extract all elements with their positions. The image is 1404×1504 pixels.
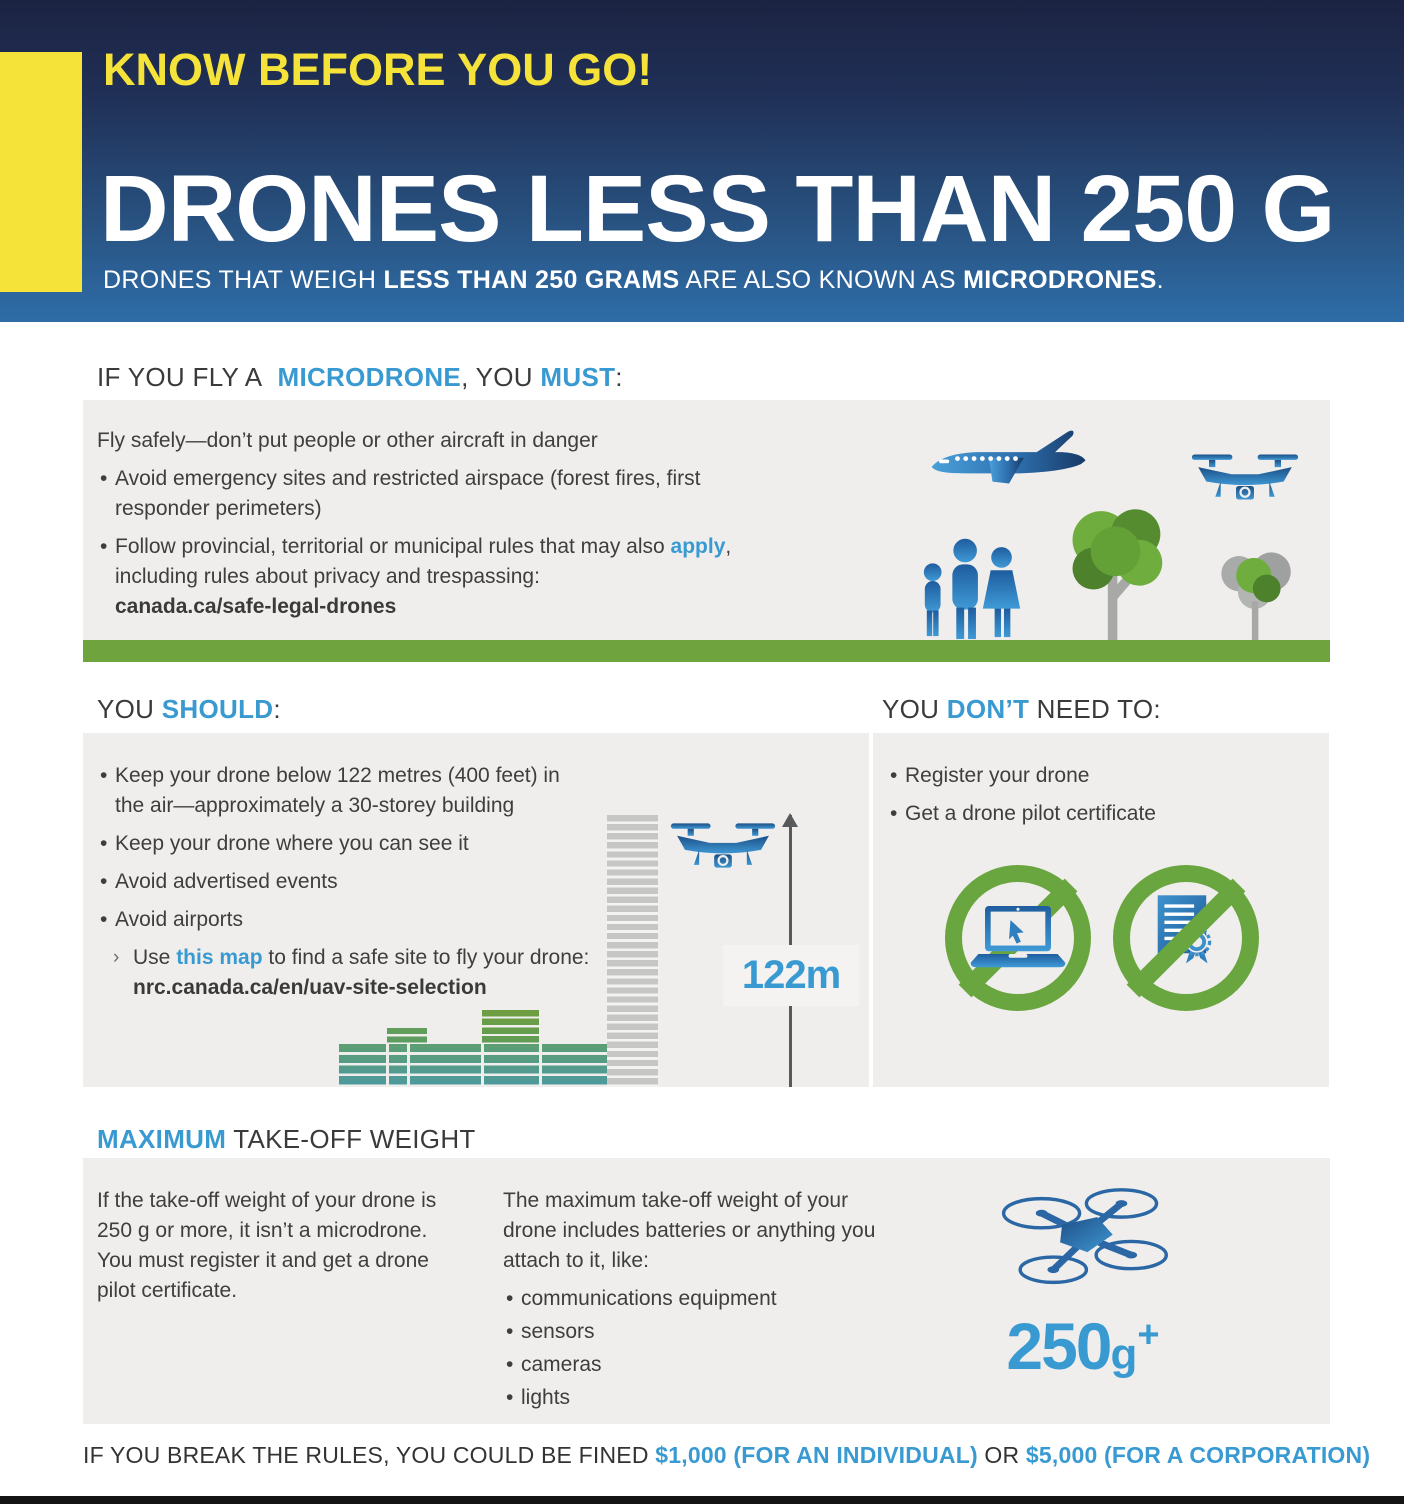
prohibition-icons bbox=[945, 865, 1259, 1011]
dont-bullet-register: Register your drone bbox=[887, 761, 1307, 791]
heading-part: IF YOU FLY A bbox=[97, 362, 278, 392]
subtitle-part: DRONES THAT WEIGH bbox=[103, 266, 384, 294]
should-text-block: Keep your drone below 122 metres (400 fe… bbox=[97, 761, 589, 1011]
no-certificate-icon bbox=[1113, 865, 1259, 1011]
skyline-gap bbox=[386, 1044, 389, 1087]
heading-part: : bbox=[615, 362, 623, 392]
must-section-heading: IF YOU FLY A MICRODRONE, YOU MUST: bbox=[97, 362, 623, 393]
subtitle-part-bold: LESS THAN 250 GRAMS bbox=[383, 266, 680, 294]
skyline-tower-icon bbox=[482, 1010, 539, 1044]
prohibition-ring bbox=[945, 865, 1091, 1011]
subbullet-text: Use bbox=[133, 946, 177, 969]
skyline-tower-icon bbox=[387, 1028, 427, 1044]
weight-bullet-list: communications equipment sensors cameras… bbox=[503, 1284, 878, 1413]
airplane-icon bbox=[931, 430, 1086, 484]
should-section-heading: YOU SHOULD: bbox=[97, 694, 281, 725]
should-bullet-visibility: Keep your drone where you can see it bbox=[97, 829, 577, 859]
skyline-gap bbox=[539, 1044, 542, 1087]
heading-part-dont: DON’T bbox=[946, 694, 1030, 724]
footer-fine-individual: $1,000 (FOR AN INDIVIDUAL) bbox=[655, 1442, 978, 1468]
fine-print-line: IF YOU BREAK THE RULES, YOU COULD BE FIN… bbox=[83, 1442, 1370, 1469]
weight-plus: + bbox=[1137, 1314, 1160, 1356]
subbullet-text: to find a safe site to fly your drone: bbox=[262, 946, 590, 969]
must-panel: Fly safely—don’t put people or other air… bbox=[83, 400, 1330, 662]
heading-part-maximum: MAXIMUM bbox=[97, 1124, 227, 1154]
should-bullet-altitude: Keep your drone below 122 metres (400 fe… bbox=[97, 761, 577, 821]
weight-right-text: The maximum take-off weight of your dron… bbox=[503, 1186, 878, 1416]
dont-panel: Register your drone Get a drone pilot ce… bbox=[873, 733, 1329, 1087]
heading-part: YOU bbox=[97, 694, 162, 724]
heading-part-microdrone: MICRODRONE bbox=[277, 362, 462, 392]
next-section-edge bbox=[0, 1496, 1404, 1504]
this-map-link[interactable]: this map bbox=[176, 946, 263, 969]
tower-building-icon bbox=[607, 815, 658, 1087]
camera-drone-icon bbox=[670, 823, 776, 868]
grass-strip bbox=[83, 640, 1330, 662]
bullet-text: , including rules about privacy and tres… bbox=[115, 535, 732, 588]
skyline-gap bbox=[481, 1044, 484, 1087]
heading-part: : bbox=[273, 694, 281, 724]
weight-bullet-cameras: cameras bbox=[503, 1350, 878, 1380]
subtitle-part: ARE ALSO KNOWN AS bbox=[679, 266, 964, 294]
heading-part: YOU bbox=[882, 694, 947, 724]
quadcopter-icon bbox=[1001, 1188, 1168, 1285]
must-text-block: Fly safely—don’t put people or other air… bbox=[97, 426, 737, 630]
camera-drone-icon bbox=[1191, 454, 1299, 500]
header-banner: KNOW BEFORE YOU GO! DRONES LESS THAN 250… bbox=[0, 0, 1404, 322]
must-intro: Fly safely—don’t put people or other air… bbox=[97, 429, 598, 452]
weight-bullet-lights: lights bbox=[503, 1383, 878, 1413]
weight-left-text: If the take-off weight of your drone is … bbox=[97, 1189, 437, 1302]
weight-section-heading: MAXIMUM TAKE-OFF WEIGHT bbox=[97, 1124, 476, 1155]
weight-right-intro: The maximum take-off weight of your dron… bbox=[503, 1189, 876, 1272]
weight-panel: If the take-off weight of your drone is … bbox=[83, 1158, 1330, 1424]
weight-bullet-sensors: sensors bbox=[503, 1317, 878, 1347]
dont-section-heading: YOU DON’T NEED TO: bbox=[882, 694, 1161, 725]
bullet-text: Follow provincial, territorial or munici… bbox=[115, 535, 671, 558]
should-panel: Keep your drone below 122 metres (400 fe… bbox=[83, 733, 869, 1087]
page-title: DRONES LESS THAN 250 G bbox=[100, 156, 1335, 262]
weight-label: 250g+ bbox=[983, 1313, 1183, 1379]
heading-part-must: MUST bbox=[540, 362, 616, 392]
uav-site-selection-link[interactable]: nrc.canada.ca/en/uav-site-selection bbox=[133, 976, 487, 999]
should-bullet-airports: Avoid airports bbox=[97, 905, 577, 935]
weight-value: 250 bbox=[1006, 1309, 1112, 1383]
tree-icon bbox=[1072, 509, 1163, 642]
subtitle-part: . bbox=[1156, 266, 1164, 294]
weight-figure: 250g+ bbox=[983, 1184, 1183, 1379]
no-online-registration-icon bbox=[945, 865, 1091, 1011]
dont-bullet-certificate: Get a drone pilot certificate bbox=[887, 799, 1307, 829]
yellow-accent-bar bbox=[0, 52, 82, 292]
weight-unit: g bbox=[1110, 1330, 1138, 1379]
prohibition-ring bbox=[1113, 865, 1259, 1011]
heading-part: NEED TO: bbox=[1029, 694, 1161, 724]
heading-part-should: SHOULD bbox=[161, 694, 274, 724]
skyline-icon bbox=[339, 1044, 610, 1087]
should-subbullet-map: Use this map to find a safe site to fly … bbox=[97, 943, 589, 1003]
page-subtitle: DRONES THAT WEIGH LESS THAN 250 GRAMS AR… bbox=[103, 266, 1164, 295]
safe-legal-drones-link[interactable]: canada.ca/safe-legal-drones bbox=[115, 595, 397, 618]
must-bullet-emergency: Avoid emergency sites and restricted air… bbox=[97, 464, 737, 524]
must-bullet-rules: Follow provincial, territorial or munici… bbox=[97, 532, 737, 622]
dont-text-block: Register your drone Get a drone pilot ce… bbox=[887, 761, 1307, 837]
altitude-label: 122m bbox=[723, 945, 859, 1006]
kicker-text: KNOW BEFORE YOU GO! bbox=[103, 44, 653, 95]
heading-part: TAKE-OFF WEIGHT bbox=[226, 1124, 476, 1154]
footer-fine-corporation: $5,000 (FOR A CORPORATION) bbox=[1025, 1442, 1371, 1468]
skyline-gap bbox=[407, 1044, 410, 1087]
should-bullet-events: Avoid advertised events bbox=[97, 867, 577, 897]
subtitle-part-bold: MICRODRONES bbox=[963, 266, 1157, 294]
small-tree-icon bbox=[1221, 552, 1291, 642]
heading-part: , YOU bbox=[461, 362, 541, 392]
weight-bullet-comms: communications equipment bbox=[503, 1284, 878, 1314]
footer-text: OR bbox=[977, 1442, 1026, 1468]
apply-link[interactable]: apply bbox=[670, 535, 726, 558]
family-icon bbox=[923, 538, 1021, 640]
footer-text: IF YOU BREAK THE RULES, YOU COULD BE FIN… bbox=[83, 1442, 656, 1468]
